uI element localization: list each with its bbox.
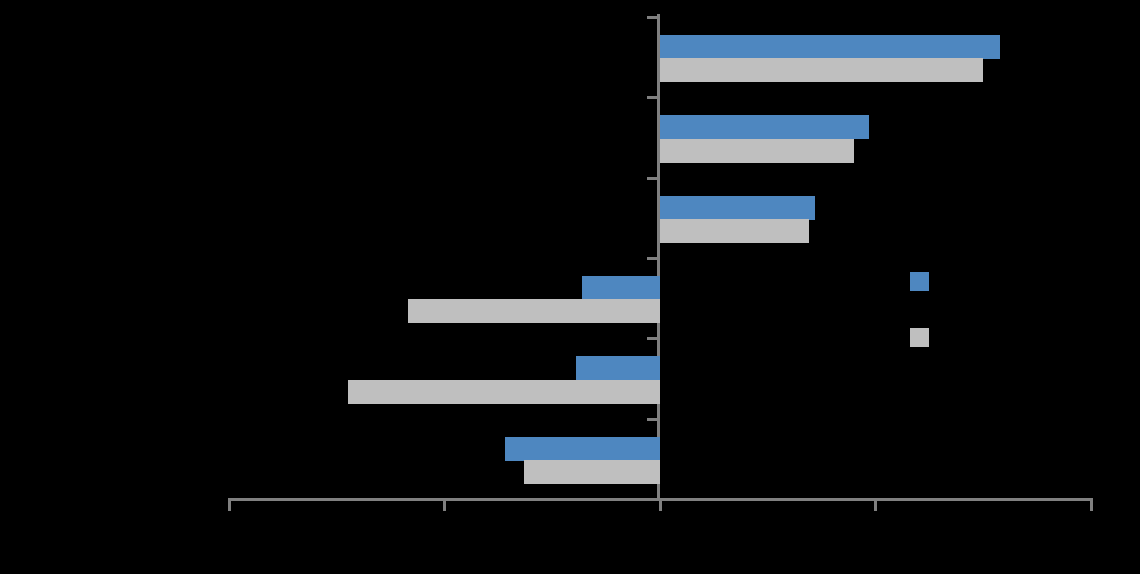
x-axis-tick xyxy=(874,498,877,511)
y-axis-tick xyxy=(647,96,657,99)
bar-series-gray-cat3 xyxy=(660,219,809,243)
bar-series-gray-cat6 xyxy=(524,460,660,484)
y-axis-tick xyxy=(647,177,657,180)
x-axis-tick xyxy=(659,498,662,511)
bar-series-gray-cat1 xyxy=(660,58,983,82)
x-axis-tick xyxy=(443,498,446,511)
bar-series-blue-cat1 xyxy=(660,35,1000,59)
x-axis-tick xyxy=(1090,498,1093,511)
legend-swatch-series-gray xyxy=(910,328,929,347)
bar-series-blue-cat3 xyxy=(660,196,815,220)
legend-swatch-series-blue xyxy=(910,272,929,291)
y-axis-line xyxy=(657,14,660,501)
y-axis-tick xyxy=(647,337,657,340)
bar-series-blue-cat6 xyxy=(505,437,660,461)
bar-series-gray-cat5 xyxy=(348,380,660,404)
x-axis-tick xyxy=(228,498,231,511)
bar-series-gray-cat4 xyxy=(408,299,660,323)
bar-series-blue-cat4 xyxy=(582,276,660,300)
y-axis-tick xyxy=(647,257,657,260)
bar-series-blue-cat5 xyxy=(576,356,660,380)
y-axis-tick xyxy=(647,16,657,19)
y-axis-tick xyxy=(647,418,657,421)
bar-series-blue-cat2 xyxy=(660,115,869,139)
bar-series-gray-cat2 xyxy=(660,139,854,163)
